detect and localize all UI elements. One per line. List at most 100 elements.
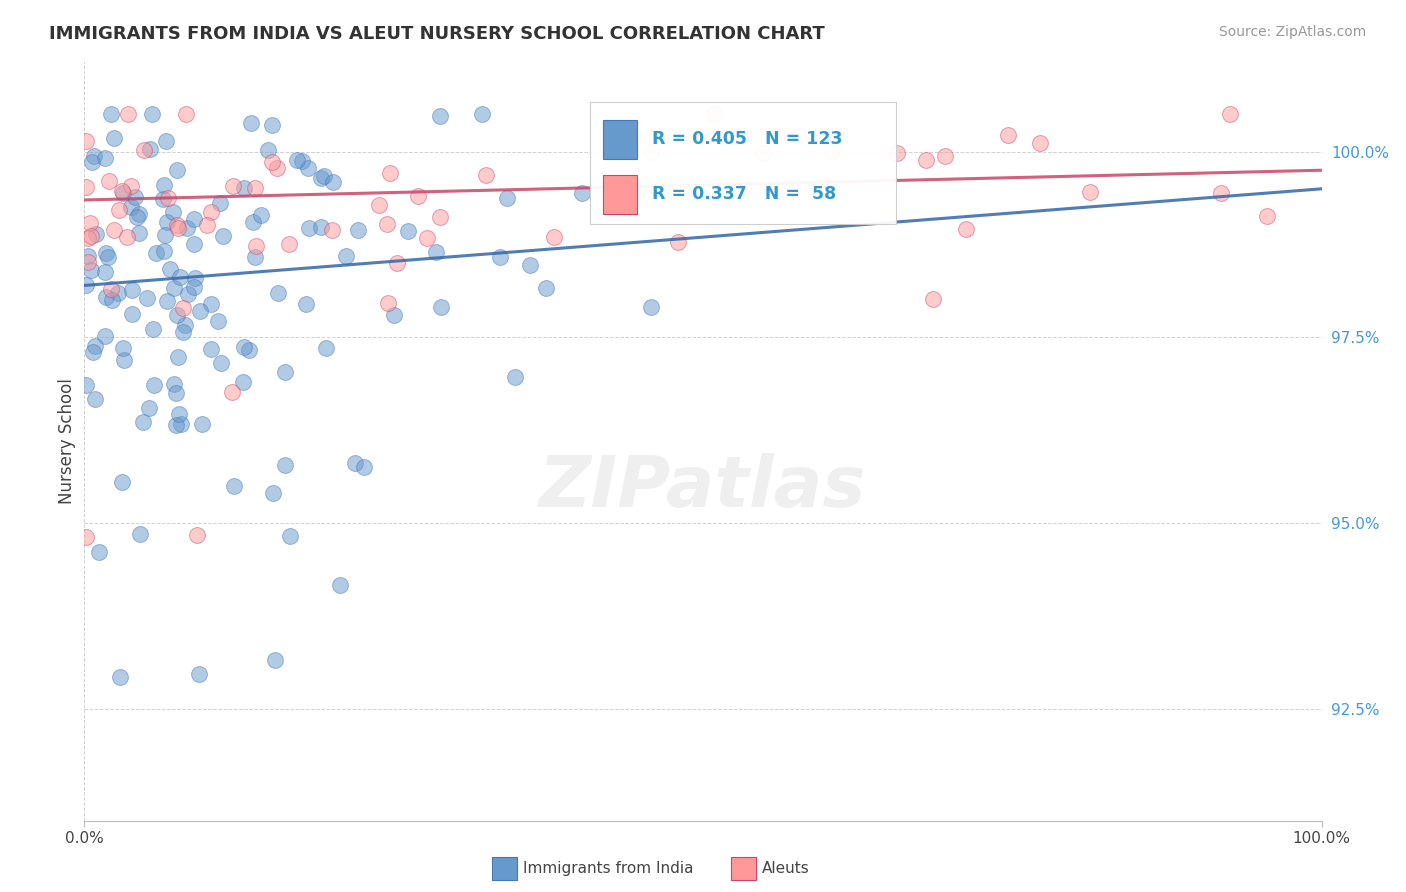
Point bbox=[222, 178, 245, 193]
Point bbox=[172, 325, 194, 339]
Point bbox=[471, 107, 494, 121]
Point bbox=[243, 250, 266, 264]
Point bbox=[97, 174, 120, 188]
Point bbox=[79, 216, 101, 230]
Point bbox=[309, 171, 332, 186]
Point bbox=[200, 342, 222, 356]
Point bbox=[131, 416, 153, 430]
Point bbox=[94, 265, 117, 279]
Point bbox=[176, 287, 198, 301]
Point bbox=[571, 186, 593, 200]
Point bbox=[153, 244, 176, 258]
Point bbox=[76, 231, 98, 245]
Point bbox=[77, 255, 100, 269]
Point bbox=[80, 229, 103, 244]
Point bbox=[111, 475, 134, 490]
Point bbox=[200, 204, 222, 219]
Point bbox=[264, 653, 287, 667]
Point bbox=[243, 181, 266, 195]
Point bbox=[232, 375, 254, 389]
Point bbox=[82, 344, 104, 359]
Point bbox=[75, 278, 97, 293]
Point bbox=[322, 174, 344, 188]
Point bbox=[343, 456, 366, 470]
Bar bbox=[591, 102, 896, 224]
Point bbox=[155, 227, 177, 242]
Point bbox=[495, 191, 517, 205]
Point bbox=[94, 329, 117, 343]
Point bbox=[128, 207, 150, 221]
Point bbox=[165, 418, 187, 433]
Point bbox=[156, 293, 179, 308]
Point bbox=[166, 162, 188, 177]
Point bbox=[121, 307, 143, 321]
Point bbox=[128, 226, 150, 240]
Point bbox=[129, 527, 152, 541]
Point bbox=[1029, 136, 1052, 150]
Point bbox=[353, 459, 375, 474]
Text: R = 0.405   N = 123: R = 0.405 N = 123 bbox=[652, 130, 842, 148]
Point bbox=[267, 286, 290, 301]
Point bbox=[134, 143, 156, 157]
Point bbox=[298, 220, 321, 235]
Point bbox=[536, 281, 558, 295]
Point bbox=[100, 282, 122, 296]
Text: Aleuts: Aleuts bbox=[762, 862, 810, 876]
Point bbox=[262, 486, 284, 500]
Point bbox=[195, 218, 218, 232]
Point bbox=[112, 186, 135, 200]
Point bbox=[245, 238, 267, 252]
Point bbox=[75, 530, 97, 544]
Point bbox=[135, 291, 157, 305]
Point bbox=[100, 107, 122, 121]
Point bbox=[112, 341, 135, 355]
Point bbox=[169, 269, 191, 284]
Point bbox=[103, 223, 125, 237]
Point bbox=[183, 211, 205, 226]
Point bbox=[75, 134, 97, 148]
Point bbox=[934, 149, 956, 163]
Point bbox=[127, 211, 149, 225]
Point bbox=[416, 231, 439, 245]
Point bbox=[312, 169, 335, 183]
Point bbox=[207, 313, 229, 327]
Point bbox=[101, 293, 124, 307]
Point bbox=[297, 161, 319, 176]
Point bbox=[159, 261, 181, 276]
Text: Immigrants from India: Immigrants from India bbox=[523, 862, 693, 876]
Point bbox=[256, 143, 278, 157]
Point bbox=[321, 223, 343, 237]
Point bbox=[141, 107, 163, 121]
Point bbox=[1209, 186, 1232, 201]
Point bbox=[266, 161, 288, 176]
Point bbox=[93, 151, 115, 165]
Point bbox=[543, 230, 565, 244]
Point bbox=[77, 249, 100, 263]
Point bbox=[142, 322, 165, 336]
Point bbox=[1219, 107, 1241, 121]
Point bbox=[238, 343, 260, 357]
Point bbox=[139, 142, 162, 156]
Point bbox=[262, 155, 284, 169]
Point bbox=[138, 401, 160, 416]
Point bbox=[280, 529, 302, 543]
Point bbox=[155, 134, 177, 148]
Point bbox=[240, 116, 263, 130]
Point bbox=[163, 377, 186, 392]
Point bbox=[108, 670, 131, 684]
Point bbox=[167, 350, 190, 364]
Point bbox=[274, 364, 297, 378]
Point bbox=[170, 417, 193, 431]
Point bbox=[183, 279, 205, 293]
Point bbox=[1256, 209, 1278, 223]
Point bbox=[503, 370, 526, 384]
Point bbox=[294, 297, 316, 311]
Point bbox=[145, 246, 167, 260]
Point bbox=[291, 154, 314, 169]
Point bbox=[142, 377, 165, 392]
Point bbox=[408, 189, 430, 203]
Point bbox=[163, 280, 186, 294]
Point bbox=[922, 293, 945, 307]
Point bbox=[278, 237, 301, 252]
Point bbox=[200, 297, 222, 311]
